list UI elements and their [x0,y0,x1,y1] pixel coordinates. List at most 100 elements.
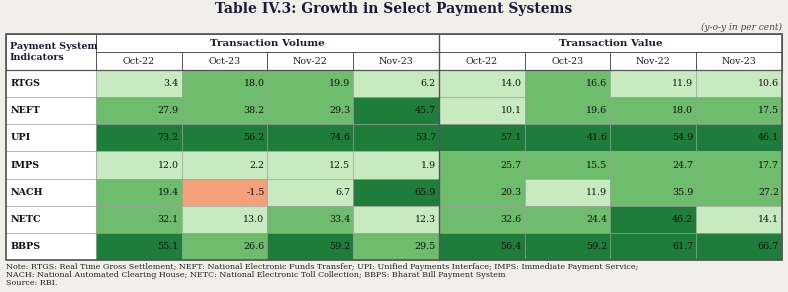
Text: 19.9: 19.9 [329,79,350,88]
Bar [525,97,611,124]
Bar [353,179,439,206]
Bar [525,152,611,179]
Bar [182,124,267,152]
Text: 13.0: 13.0 [243,215,265,224]
Text: 11.9: 11.9 [672,79,693,88]
Text: Oct-23: Oct-23 [209,56,241,65]
Bar [96,152,182,179]
Text: 14.1: 14.1 [758,215,779,224]
Text: Nov-23: Nov-23 [722,56,756,65]
Bar [611,70,697,97]
Bar [267,52,353,70]
Bar [267,70,353,97]
Text: 41.6: 41.6 [586,133,608,142]
Bar [96,34,439,52]
Text: Table IV.3: Growth in Select Payment Systems: Table IV.3: Growth in Select Payment Sys… [215,2,573,16]
Text: 16.6: 16.6 [586,79,608,88]
Bar [96,97,182,124]
Bar [525,70,611,97]
Bar [353,206,439,233]
Bar [96,70,182,97]
Text: UPI: UPI [11,133,31,142]
Bar [697,124,782,152]
Bar [96,206,182,233]
Bar [611,97,697,124]
Text: Nov-22: Nov-22 [293,56,328,65]
Text: 12.0: 12.0 [158,161,179,169]
Text: Nov-23: Nov-23 [379,56,414,65]
Text: IMPS: IMPS [11,161,40,169]
Text: (y-o-y in per cent): (y-o-y in per cent) [701,22,782,32]
Bar [439,179,525,206]
Bar [182,233,267,260]
Text: Transaction Volume: Transaction Volume [210,39,325,48]
Bar [697,206,782,233]
Bar [6,233,96,260]
Text: Payment System
Indicators: Payment System Indicators [10,42,98,62]
Text: 6.2: 6.2 [421,79,436,88]
Text: 56.4: 56.4 [500,242,522,251]
Text: 15.5: 15.5 [586,161,608,169]
Text: NACH: National Automated Clearing House; NETC: National Electronic Toll Collecti: NACH: National Automated Clearing House;… [6,271,505,279]
Bar [611,233,697,260]
Bar [611,206,697,233]
Bar [6,124,96,152]
Text: 26.6: 26.6 [243,242,265,251]
Text: 19.6: 19.6 [586,106,608,115]
Text: 17.7: 17.7 [758,161,779,169]
Bar [525,179,611,206]
Text: 11.9: 11.9 [586,188,608,197]
Text: 65.9: 65.9 [414,188,436,197]
Bar [267,233,353,260]
Text: -1.5: -1.5 [246,188,265,197]
Text: BBPS: BBPS [11,242,41,251]
Text: 12.3: 12.3 [414,215,436,224]
Bar [439,52,525,70]
Bar [182,152,267,179]
Text: 53.7: 53.7 [414,133,436,142]
Bar [6,152,96,179]
Text: 12.5: 12.5 [329,161,350,169]
Bar [353,233,439,260]
Bar [439,34,782,52]
Bar [697,233,782,260]
Bar [353,97,439,124]
Bar [439,233,525,260]
Text: NETC: NETC [11,215,42,224]
Text: 57.1: 57.1 [500,133,522,142]
Bar [353,52,439,70]
Text: 24.7: 24.7 [672,161,693,169]
Text: 66.7: 66.7 [758,242,779,251]
Text: 54.9: 54.9 [672,133,693,142]
Bar [6,179,96,206]
Text: 46.2: 46.2 [672,215,693,224]
Bar [525,206,611,233]
Text: 32.6: 32.6 [500,215,522,224]
Bar [697,70,782,97]
Bar [525,124,611,152]
Text: 25.7: 25.7 [500,161,522,169]
Text: 14.0: 14.0 [500,79,522,88]
Bar [439,97,525,124]
Text: 33.4: 33.4 [329,215,350,224]
Bar [439,206,525,233]
Bar [267,97,353,124]
Text: 32.1: 32.1 [158,215,179,224]
Bar [267,152,353,179]
Text: 61.7: 61.7 [672,242,693,251]
Text: 3.4: 3.4 [164,79,179,88]
Bar [525,52,611,70]
Text: 29.5: 29.5 [414,242,436,251]
Bar [697,179,782,206]
Bar [353,152,439,179]
Text: 45.7: 45.7 [414,106,436,115]
Bar [182,97,267,124]
Bar [267,124,353,152]
Text: 24.4: 24.4 [586,215,608,224]
Bar [182,70,267,97]
Text: Source: RBI.: Source: RBI. [6,279,58,287]
Text: 74.6: 74.6 [329,133,350,142]
Text: 10.6: 10.6 [758,79,779,88]
Bar [6,34,96,70]
Text: 29.3: 29.3 [329,106,350,115]
